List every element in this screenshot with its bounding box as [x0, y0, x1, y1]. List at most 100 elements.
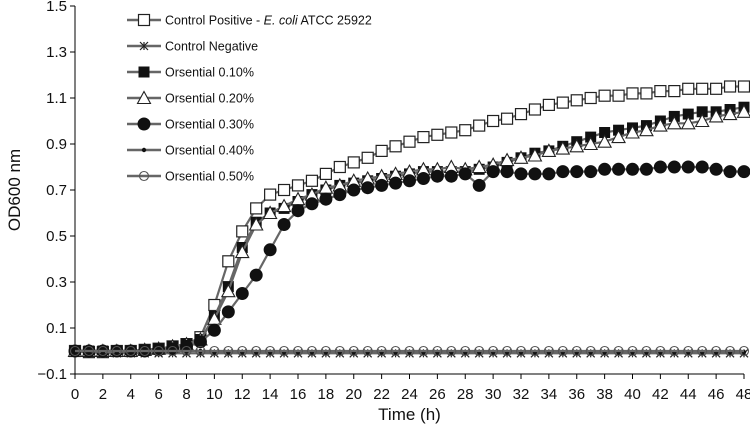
data-point [333, 160, 346, 174]
legend: Control Positive - E. coli ATCC 25922 Con… [127, 14, 372, 184]
data-point [305, 197, 319, 211]
data-point [528, 167, 542, 181]
data-point [725, 345, 736, 357]
data-point [613, 345, 624, 357]
data-point [347, 156, 360, 169]
data-point [390, 345, 401, 357]
data-point [432, 345, 443, 357]
x-tick-label: 46 [708, 386, 725, 403]
y-tick-label: 0.7 [46, 182, 67, 199]
legend-item: Control Positive - E. coli ATCC 25922 [127, 14, 372, 28]
x-tick-label: 22 [373, 386, 390, 403]
legend-marker [141, 147, 147, 153]
legend-label: Control Negative [165, 40, 258, 54]
legend-marker [138, 170, 150, 182]
data-point [125, 345, 136, 357]
data-point [474, 345, 485, 357]
data-point [83, 345, 94, 357]
data-point [167, 345, 178, 357]
data-point [430, 169, 444, 183]
x-tick-label: 16 [290, 386, 307, 403]
data-point [181, 345, 192, 357]
data-point [234, 244, 250, 259]
legend-marker [136, 90, 152, 105]
data-point [319, 167, 332, 180]
plot-frame [74, 6, 744, 375]
data-point [708, 108, 724, 123]
data-point [655, 345, 666, 357]
x-tick-label: 14 [262, 386, 279, 403]
data-point [696, 82, 709, 95]
data-point [236, 225, 249, 238]
data-point [694, 113, 710, 128]
data-point [652, 117, 668, 132]
y-tick-label: 1.3 [46, 44, 67, 61]
x-tick-label: 42 [652, 386, 669, 403]
data-point [682, 82, 695, 95]
data-point [195, 345, 206, 357]
x-tick-label: 6 [154, 386, 162, 403]
x-tick-label: 26 [429, 386, 446, 403]
data-point [584, 165, 598, 179]
data-point [557, 345, 568, 357]
data-point [709, 162, 723, 176]
data-point [193, 335, 207, 349]
legend-label: Orsential 0.20% [165, 92, 254, 106]
data-point [641, 345, 652, 357]
legend-item: Orsential 0.20% [127, 90, 254, 106]
data-point [249, 268, 263, 282]
x-tick-label: 30 [485, 386, 502, 403]
data-point [305, 174, 319, 187]
data-point [683, 345, 694, 357]
y-tick-label: 0.3 [46, 274, 67, 291]
data-point [361, 151, 374, 164]
data-point [153, 345, 164, 357]
x-tick-label: 34 [541, 386, 558, 403]
legend-item: Orsential 0.40% [127, 144, 254, 158]
data-point [404, 345, 415, 357]
data-point [543, 345, 554, 357]
data-point [361, 181, 375, 195]
data-point [640, 87, 653, 100]
data-point [235, 287, 249, 300]
data-point [488, 345, 499, 357]
legend-item: Orsential 0.10% [127, 66, 254, 80]
data-point [515, 345, 527, 357]
data-point [514, 107, 528, 121]
x-tick-label: 2 [99, 386, 107, 403]
series-5 [68, 160, 750, 358]
data-point [486, 165, 500, 179]
x-tick-label: 0 [71, 386, 79, 403]
data-point [737, 80, 750, 93]
y-tick-label: 1.5 [46, 0, 67, 15]
data-point [348, 345, 359, 357]
data-point [237, 345, 248, 357]
data-point [514, 167, 528, 181]
data-point [334, 345, 345, 357]
data-point [291, 179, 305, 192]
data-point [556, 96, 569, 109]
data-point [710, 82, 723, 95]
x-tick-label: 44 [680, 386, 697, 403]
data-point [139, 345, 150, 357]
data-point [264, 188, 277, 201]
data-point [612, 162, 626, 176]
data-point [681, 160, 695, 174]
data-point [111, 345, 122, 357]
data-point [279, 345, 290, 357]
data-point [570, 94, 583, 107]
data-point [541, 143, 557, 157]
data-point [555, 140, 571, 155]
y-tick-label: 0.1 [46, 320, 67, 337]
data-point [97, 345, 108, 357]
data-point [319, 192, 333, 206]
x-tick-label: 8 [182, 386, 190, 403]
data-point [680, 115, 696, 130]
data-point [556, 165, 570, 179]
data-point [527, 147, 543, 162]
data-point [542, 167, 556, 181]
data-point [654, 84, 667, 98]
data-point [711, 345, 722, 357]
data-point [500, 112, 514, 125]
